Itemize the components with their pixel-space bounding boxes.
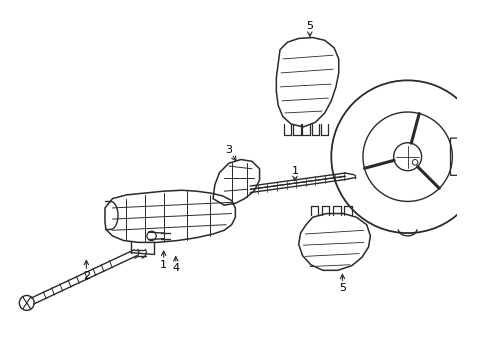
Text: 1: 1 (292, 166, 298, 176)
Text: 3: 3 (225, 145, 232, 155)
Text: 5: 5 (306, 21, 314, 31)
Text: 2: 2 (83, 271, 90, 281)
Text: 4: 4 (172, 264, 179, 274)
Text: 1: 1 (160, 260, 167, 270)
Text: 5: 5 (339, 283, 346, 293)
